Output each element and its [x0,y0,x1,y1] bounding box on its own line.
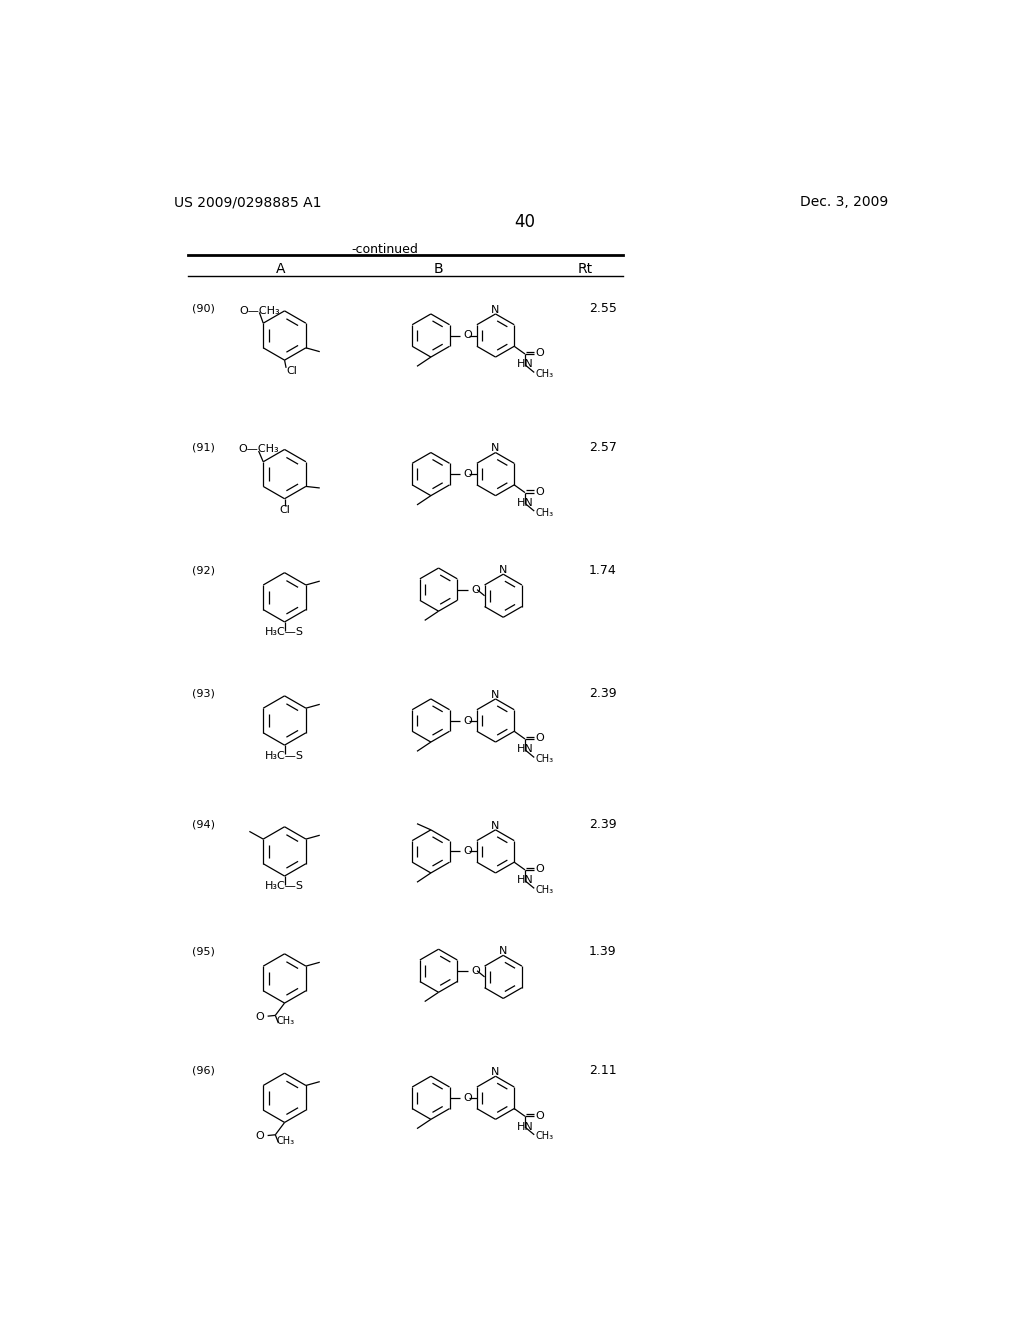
Text: (90): (90) [193,304,215,314]
Text: N: N [492,821,500,830]
Text: O: O [471,585,479,594]
Text: O: O [536,487,545,496]
Text: O: O [256,1131,264,1142]
Text: O: O [463,469,472,479]
Text: (96): (96) [193,1065,215,1076]
Text: O: O [463,1093,472,1102]
Text: HN: HN [517,744,534,755]
Text: CH₃: CH₃ [276,1135,295,1146]
Text: US 2009/0298885 A1: US 2009/0298885 A1 [174,195,322,210]
Text: -continued: -continued [351,243,418,256]
Text: O: O [463,715,472,726]
Text: 2.39: 2.39 [589,818,616,832]
Text: N: N [492,1067,500,1077]
Text: CH₃: CH₃ [536,754,554,764]
Text: H₃C—S: H₃C—S [265,627,304,638]
Text: 40: 40 [514,213,536,231]
Text: HN: HN [517,498,534,508]
Text: B: B [434,261,443,276]
Text: O: O [536,1110,545,1121]
Text: H₃C—S: H₃C—S [265,751,304,760]
Text: 2.57: 2.57 [589,441,616,454]
Text: 2.55: 2.55 [589,302,616,315]
Text: HN: HN [517,1122,534,1131]
Text: 1.39: 1.39 [589,945,616,958]
Text: O—CH₃: O—CH₃ [239,444,279,454]
Text: O: O [536,865,545,874]
Text: 2.11: 2.11 [589,1064,616,1077]
Text: N: N [499,565,508,576]
Text: N: N [492,689,500,700]
Text: (92): (92) [193,565,215,576]
Text: N: N [499,946,508,956]
Text: CH₃: CH₃ [536,370,554,379]
Text: 2.39: 2.39 [589,686,616,700]
Text: O: O [463,846,472,857]
Text: H₃C—S: H₃C—S [265,882,304,891]
Text: HN: HN [517,875,534,886]
Text: (94): (94) [193,820,215,829]
Text: A: A [275,261,286,276]
Text: CH₃: CH₃ [276,1016,295,1026]
Text: (91): (91) [193,442,215,453]
Text: O: O [536,348,545,358]
Text: CH₃: CH₃ [536,884,554,895]
Text: O—CH₃: O—CH₃ [239,306,280,317]
Text: N: N [492,305,500,314]
Text: (93): (93) [193,689,215,698]
Text: Rt: Rt [578,261,593,276]
Text: 1.74: 1.74 [589,564,616,577]
Text: O: O [536,733,545,743]
Text: HN: HN [517,359,534,370]
Text: O: O [256,1012,264,1022]
Text: N: N [492,444,500,453]
Text: O: O [463,330,472,341]
Text: CH₃: CH₃ [536,508,554,517]
Text: (95): (95) [193,946,215,957]
Text: Dec. 3, 2009: Dec. 3, 2009 [801,195,889,210]
Text: O: O [471,966,479,975]
Text: CH₃: CH₃ [536,1131,554,1142]
Text: Cl: Cl [287,366,298,376]
Text: Cl: Cl [280,504,290,515]
